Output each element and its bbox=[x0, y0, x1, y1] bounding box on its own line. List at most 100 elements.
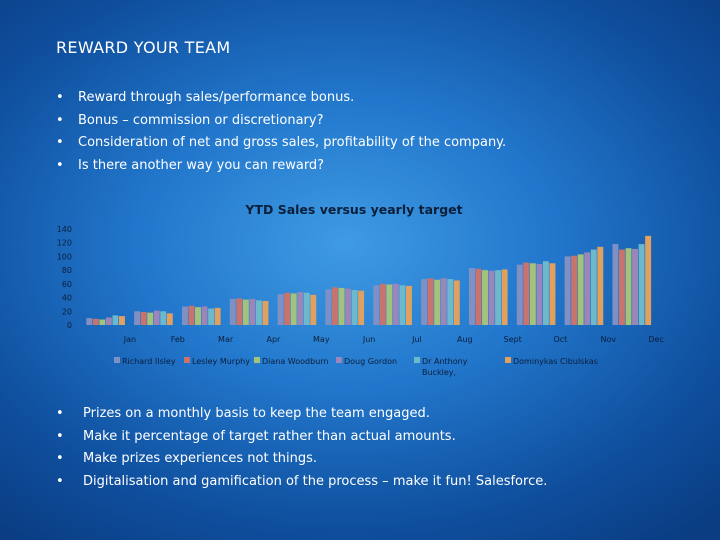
bar-may-series-1 bbox=[277, 294, 284, 325]
x-tick-label: Apr bbox=[266, 335, 281, 344]
bar-dec-series-4 bbox=[632, 248, 639, 325]
bar-jul-series-2 bbox=[379, 283, 386, 325]
bar-oct-series-6 bbox=[549, 263, 556, 325]
bullet-item: • Reward through sales/performance bonus. bbox=[56, 87, 506, 110]
bar-nov-series-5 bbox=[590, 249, 597, 325]
bar-mar-series-4 bbox=[201, 306, 208, 325]
bar-mar-series-5 bbox=[208, 308, 215, 325]
bullet-text: Prizes on a monthly basis to keep the te… bbox=[83, 406, 430, 421]
y-tick-label: 40 bbox=[62, 294, 72, 303]
legend-swatch bbox=[336, 357, 342, 363]
y-axis: 0 20 40 60 80 100 120 140 bbox=[57, 225, 72, 330]
bar-sept-series-5 bbox=[495, 270, 502, 325]
bar-may-series-5 bbox=[303, 292, 310, 325]
bar-mar-series-6 bbox=[214, 307, 221, 325]
bullet-marker: • bbox=[56, 451, 64, 466]
bar-jul-series-6 bbox=[405, 285, 412, 325]
y-tick-label: 0 bbox=[67, 321, 72, 330]
bullet-marker: • bbox=[56, 135, 64, 150]
bar-aug-series-4 bbox=[440, 278, 447, 325]
bullet-item: • Is there another way you can reward? bbox=[56, 155, 506, 178]
bottom-bullet-list: • Prizes on a monthly basis to keep the t… bbox=[56, 403, 547, 493]
bullet-text: Reward through sales/performance bonus. bbox=[78, 90, 355, 105]
bullet-item: • Prizes on a monthly basis to keep the t… bbox=[56, 403, 547, 426]
legend-label-line: Buckley, bbox=[422, 368, 456, 377]
bar-dec-series-5 bbox=[638, 244, 645, 325]
bar-jan-series-4 bbox=[105, 317, 112, 325]
bar-feb-series-5 bbox=[160, 311, 167, 325]
x-tick-label: Feb bbox=[171, 335, 185, 344]
bar-apr-series-2 bbox=[236, 298, 243, 325]
legend-label: Diana Woodburn bbox=[262, 357, 328, 366]
x-tick-label: Nov bbox=[600, 335, 616, 344]
x-tick-label: Jul bbox=[411, 335, 422, 344]
bar-jan-series-5 bbox=[112, 315, 119, 325]
bar-nov-series-3 bbox=[577, 254, 584, 325]
bar-jul-series-3 bbox=[386, 284, 393, 325]
legend-label: Richard Ilsley bbox=[122, 357, 176, 366]
bar-oct-series-2 bbox=[523, 262, 530, 325]
bullet-text: Is there another way you can reward? bbox=[78, 157, 325, 173]
bar-aug-series-2 bbox=[427, 278, 434, 325]
chart-title: YTD Sales versus yearly target bbox=[244, 202, 462, 217]
bar-apr-series-6 bbox=[262, 301, 269, 325]
bar-oct-series-4 bbox=[536, 263, 543, 325]
bar-dec-series-1 bbox=[612, 244, 619, 325]
chart-legend: Richard Ilsley Lesley Murphy Diana Woodbur… bbox=[114, 357, 598, 377]
bullet-marker: • bbox=[56, 157, 64, 173]
bar-nov-series-2 bbox=[571, 255, 578, 325]
bar-may-series-6 bbox=[310, 294, 317, 325]
legend-swatch bbox=[114, 357, 120, 363]
x-tick-label: Jan bbox=[123, 335, 136, 344]
bullet-item: • Make prizes experiences not things. bbox=[56, 448, 547, 471]
legend-label-line: Dr Anthony bbox=[422, 357, 468, 366]
legend-swatch bbox=[184, 357, 190, 363]
bar-aug-series-3 bbox=[434, 279, 441, 325]
bar-aug-series-6 bbox=[453, 280, 460, 325]
bar-oct-series-1 bbox=[516, 264, 523, 325]
bullet-marker: • bbox=[56, 428, 64, 444]
bullet-item: • Consideration of net and gross sales, p… bbox=[56, 132, 506, 155]
bar-aug-series-5 bbox=[447, 279, 454, 325]
bar-apr-series-3 bbox=[242, 299, 249, 325]
x-tick-label: May bbox=[313, 335, 330, 344]
top-bullet-list: • Reward through sales/performance bonus.… bbox=[56, 87, 506, 177]
x-tick-label: Aug bbox=[457, 335, 473, 344]
bar-jul-series-4 bbox=[392, 283, 399, 325]
bullet-text: Make it percentage of target rather than… bbox=[83, 428, 456, 444]
bar-jun-series-4 bbox=[345, 288, 352, 325]
bar-mar-series-1 bbox=[181, 306, 188, 325]
bar-oct-series-5 bbox=[542, 261, 549, 325]
y-tick-label: 100 bbox=[57, 252, 72, 261]
bar-jun-series-2 bbox=[332, 287, 338, 325]
bullet-item: • Digitalisation and gamification of the … bbox=[56, 471, 547, 494]
legend-label: Doug Gordon bbox=[344, 357, 397, 366]
y-tick-label: 120 bbox=[57, 239, 72, 248]
bar-apr-series-4 bbox=[249, 298, 256, 325]
bullet-item: • Bonus – commission or discretionary? bbox=[56, 110, 506, 133]
bar-jan-series-1 bbox=[86, 318, 93, 325]
bar-jul-series-1 bbox=[373, 285, 380, 325]
x-tick-label: Jun bbox=[362, 335, 376, 344]
bar-may-series-4 bbox=[297, 292, 304, 325]
bar-jan-series-2 bbox=[92, 318, 99, 325]
bar-jun-series-1 bbox=[325, 289, 332, 325]
x-tick-label: Dec bbox=[648, 335, 663, 344]
bullet-item: • Make it percentage of target rather tha… bbox=[56, 426, 547, 449]
bar-jan-series-6 bbox=[118, 316, 125, 325]
bullet-text: Consideration of net and gross sales, pr… bbox=[78, 135, 507, 150]
x-tick-label: Sept bbox=[503, 335, 521, 344]
x-axis: Jan Feb Mar Apr May Jun Jul Aug Sept Oct Nov Dec bbox=[123, 335, 664, 344]
bar-sept-series-2 bbox=[475, 268, 482, 325]
bar-feb-series-6 bbox=[166, 313, 173, 325]
legend-label: Lesley Murphy bbox=[192, 357, 250, 366]
bar-nov-series-1 bbox=[564, 256, 571, 325]
bar-group bbox=[86, 235, 652, 325]
bar-sept-series-3 bbox=[482, 270, 488, 325]
bar-mar-series-2 bbox=[188, 305, 195, 325]
bar-mar-series-3 bbox=[195, 307, 201, 325]
bar-feb-series-2 bbox=[140, 311, 147, 325]
bar-apr-series-1 bbox=[229, 298, 236, 325]
y-tick-label: 60 bbox=[62, 280, 72, 289]
